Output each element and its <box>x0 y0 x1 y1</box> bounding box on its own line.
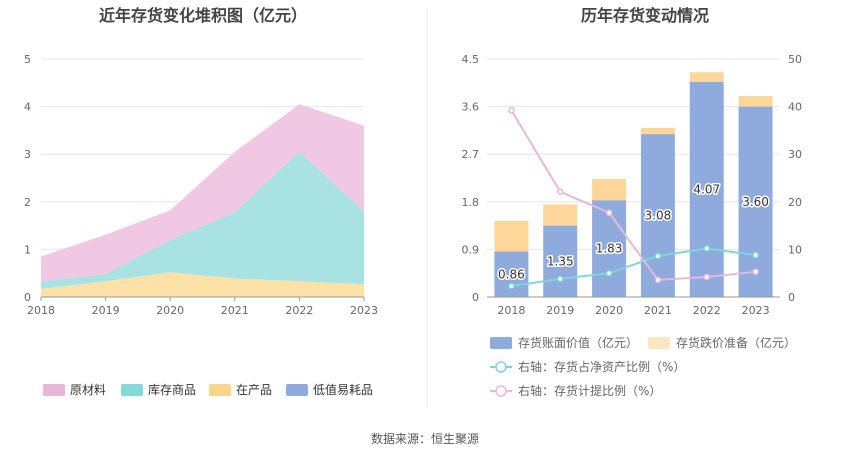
chart2-xtick-label: 2018 <box>497 304 525 317</box>
chart2-bar-book-value <box>543 225 578 297</box>
chart1-legend-label: 库存商品 <box>148 382 196 397</box>
chart2-data-label: 0.86 <box>498 267 525 281</box>
chart1-ytick-label: 2 <box>24 196 31 209</box>
chart2-bar-impairment <box>689 72 724 82</box>
chart2-xtick-label: 2020 <box>595 304 623 317</box>
chart1-plot: 0 1 2 3 4 5 2018 2019 2020 2021 2022 2023 <box>24 53 378 317</box>
chart1-xtick-label: 2021 <box>221 304 249 317</box>
chart2-ytick-label: 1.8 <box>462 196 480 209</box>
chart2-legend-label: 存货账面价值（亿元） <box>518 335 638 350</box>
chart2-data-label: 4.07 <box>693 182 720 196</box>
chart2-ytick-label: 0 <box>472 291 479 304</box>
chart2-legend: 存货账面价值（亿元） 存货跌价准备（亿元） 右轴：存货占净资产比例（%） 右轴：存货计… <box>490 335 796 398</box>
chart2-line-point <box>654 276 662 284</box>
chart2-line-net-asset-ratio <box>511 247 756 288</box>
chart2-legend-swatch <box>648 337 670 349</box>
chart2-line-point <box>703 245 711 252</box>
chart2-y2tick-label: 30 <box>788 148 802 161</box>
chart1-legend-swatch <box>121 384 143 396</box>
chart2-bar-impairment <box>738 96 773 107</box>
chart2-line-point <box>752 268 759 276</box>
chart1-legend-swatch <box>43 384 65 396</box>
chart2-xtick-label: 2023 <box>742 304 770 317</box>
chart2-bar-book-value <box>494 251 529 297</box>
chart2-y2tick-label: 10 <box>788 243 802 256</box>
chart2-line-point <box>654 252 662 260</box>
chart2-data-label: 1.35 <box>547 254 574 268</box>
chart2-line-point <box>556 275 564 283</box>
chart1-legend-label: 低值易耗品 <box>313 382 373 397</box>
chart2-bar-impairment <box>494 220 529 252</box>
chart2-bar-impairment <box>543 204 578 226</box>
chart2-line-point <box>508 107 515 114</box>
chart2-y2tick-label: 40 <box>788 101 802 114</box>
chart1-xtick-label: 2022 <box>285 304 313 317</box>
chart2-y2tick-label: 0 <box>788 291 795 304</box>
chart2-data-label: 1.83 <box>596 242 623 256</box>
chart2-xtick-label: 2021 <box>644 304 672 317</box>
chart1-xtick-label: 2018 <box>27 304 55 317</box>
chart2-legend-swatch <box>490 337 512 349</box>
chart1-xtick-label: 2019 <box>92 304 120 317</box>
chart2-bar-impairment <box>592 179 627 201</box>
chart1-ytick-label: 1 <box>24 243 31 256</box>
chart2-line-provision-ratio <box>510 109 756 281</box>
chart2-y2tick-label: 50 <box>788 53 802 66</box>
chart2-line-point <box>556 188 564 196</box>
chart1-xtick-label: 2020 <box>156 304 184 317</box>
chart1-legend-label: 原材料 <box>70 383 106 397</box>
chart2-legend-label: 右轴：存货占净资产比例（%） <box>518 359 685 374</box>
chart2-data-label: 3.08 <box>645 209 672 223</box>
chart1-area-在产品 <box>41 272 364 297</box>
chart2-legend-label: 存货跌价准备（亿元） <box>676 335 796 350</box>
chart1-area-原材料 <box>41 104 364 282</box>
chart2-ytick-label: 2.7 <box>462 148 480 161</box>
chart1-legend-label: 在产品 <box>236 383 272 397</box>
chart2-data-label: 3.60 <box>742 195 769 209</box>
chart2-line-point <box>752 251 759 259</box>
chart1-ytick-label: 3 <box>24 148 31 161</box>
chart2-xtick-label: 2019 <box>546 304 574 317</box>
chart1-title: 近年存货变化堆积图（亿元） <box>99 6 307 25</box>
chart2-legend-marker <box>495 385 507 397</box>
chart2-ytick-label: 0.9 <box>462 243 480 256</box>
source-note: 数据来源：恒生聚源 <box>371 431 479 446</box>
chart1-xtick-label: 2023 <box>350 304 378 317</box>
chart2-title: 历年存货变动情况 <box>581 6 709 25</box>
chart1-ytick-label: 5 <box>24 53 31 66</box>
chart2-bar-book-value <box>640 134 675 297</box>
chart2-bar-book-value <box>592 200 627 297</box>
chart2-line-point <box>605 269 613 277</box>
chart2-xtick-label: 2022 <box>693 304 721 317</box>
chart2-plot: 0 0.9 1.8 2.7 3.6 4.5 0 10 20 30 40 50 2018 2019 2020 2… <box>462 53 803 317</box>
chart1-legend-swatch <box>286 384 308 396</box>
chart2-ytick-label: 4.5 <box>462 53 480 66</box>
chart1-ytick-label: 4 <box>24 101 31 114</box>
chart1-legend-swatch <box>209 384 231 396</box>
chart2-ytick-label: 3.6 <box>462 101 480 114</box>
chart1-area-库存商品 <box>41 151 364 289</box>
chart2-bar-book-value <box>738 106 773 297</box>
chart2-line-point <box>605 209 613 217</box>
chart2-legend-label: 右轴：存货计提比例（%） <box>518 383 661 398</box>
chart2-legend-marker <box>495 361 507 373</box>
chart1-legend: 原材料 库存商品 在产品 低值易耗品 <box>43 382 373 397</box>
chart2-bar-book-value <box>689 81 724 298</box>
chart1-ytick-label: 0 <box>24 291 31 304</box>
chart2-bar-impairment <box>640 127 675 135</box>
chart2-line-point <box>703 273 711 281</box>
chart2-line-point <box>508 282 515 290</box>
chart2-y2tick-label: 20 <box>788 196 802 209</box>
